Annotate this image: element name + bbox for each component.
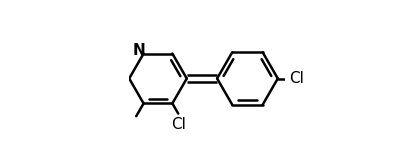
Text: N: N (132, 43, 145, 58)
Text: Cl: Cl (171, 117, 186, 132)
Text: Cl: Cl (289, 71, 304, 86)
